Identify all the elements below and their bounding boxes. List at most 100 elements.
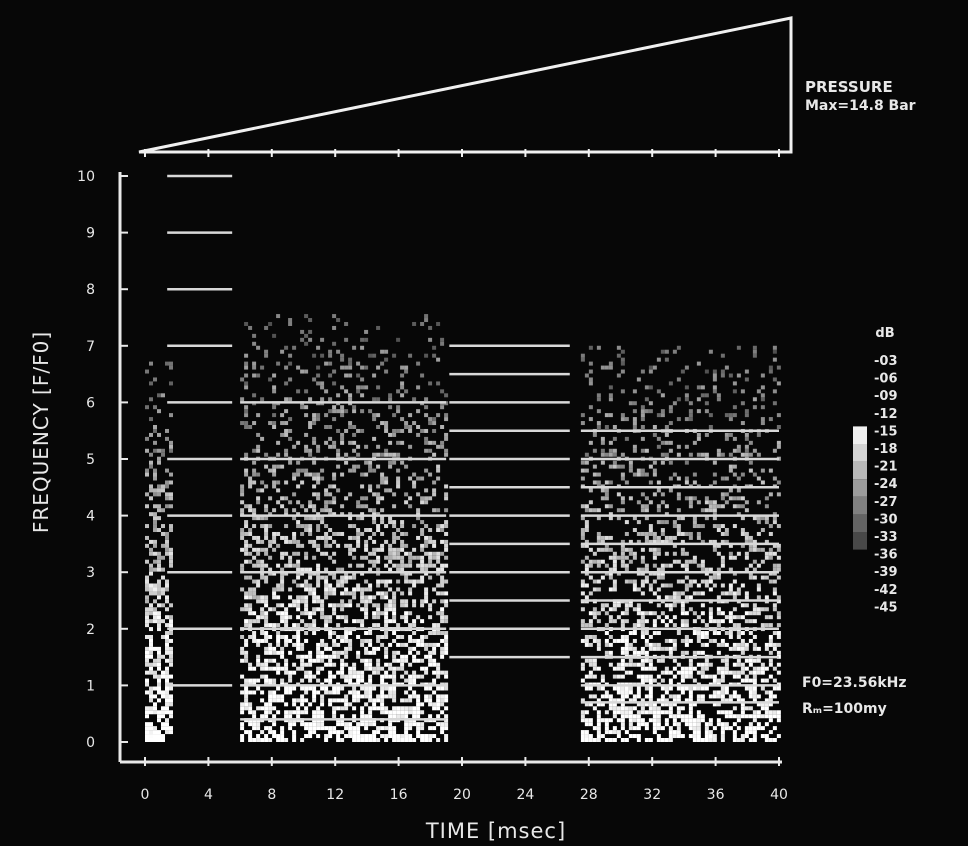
y-tick-label: 4 bbox=[86, 509, 95, 525]
heat-cell bbox=[640, 710, 645, 715]
heat-cell bbox=[284, 666, 289, 671]
heat-cell bbox=[712, 389, 717, 394]
heat-cell bbox=[620, 726, 625, 731]
heat-cell bbox=[161, 694, 165, 699]
heat-cell bbox=[420, 666, 425, 671]
heat-cell bbox=[276, 500, 281, 505]
heat-cell bbox=[296, 631, 301, 636]
heat-cell bbox=[744, 539, 749, 544]
heat-cell bbox=[252, 595, 257, 600]
heat-cell bbox=[640, 658, 645, 663]
heat-cell bbox=[145, 734, 149, 739]
heat-cell bbox=[368, 734, 373, 739]
heat-cell bbox=[604, 563, 609, 568]
heat-cell bbox=[688, 583, 693, 588]
heat-cell bbox=[165, 634, 169, 639]
y-tick-label: 2 bbox=[86, 622, 95, 638]
heat-cell bbox=[364, 702, 369, 707]
heat-cell bbox=[153, 440, 157, 445]
heat-cell bbox=[384, 686, 389, 691]
heat-cell bbox=[664, 702, 669, 707]
heat-cell bbox=[248, 634, 253, 639]
heat-cell bbox=[668, 734, 673, 739]
heat-cell bbox=[652, 619, 657, 624]
heat-cell bbox=[161, 508, 165, 513]
heat-cell bbox=[388, 734, 393, 739]
heat-cell bbox=[776, 718, 781, 723]
heat-cell bbox=[336, 722, 341, 727]
heat-cell bbox=[732, 674, 737, 679]
heat-cell bbox=[340, 385, 345, 390]
heat-cell bbox=[432, 421, 437, 426]
colorbar-level-label: -06 bbox=[874, 372, 898, 387]
heat-cell bbox=[656, 722, 661, 727]
heat-cell bbox=[648, 658, 653, 663]
heat-cell bbox=[316, 476, 321, 481]
heat-cell bbox=[244, 702, 249, 707]
heat-cell bbox=[149, 512, 153, 517]
heat-cell bbox=[157, 587, 161, 592]
heat-cell bbox=[344, 603, 349, 608]
heat-cell bbox=[260, 436, 265, 441]
heat-cell bbox=[400, 393, 405, 398]
heat-cell bbox=[260, 575, 265, 580]
heat-cell bbox=[428, 714, 433, 719]
heat-cell bbox=[376, 397, 381, 402]
heat-cell bbox=[316, 646, 321, 651]
heat-cell bbox=[149, 698, 153, 703]
heat-cell bbox=[752, 710, 757, 715]
heat-cell bbox=[360, 393, 365, 398]
heat-cell bbox=[360, 504, 365, 509]
heat-cell bbox=[340, 634, 345, 639]
heat-cell bbox=[648, 642, 653, 647]
heat-cell bbox=[372, 666, 377, 671]
heat-cell bbox=[604, 492, 609, 497]
heat-cell bbox=[632, 607, 637, 612]
heat-cell bbox=[672, 349, 677, 354]
heat-cell bbox=[388, 686, 393, 691]
heat-cell bbox=[584, 623, 589, 628]
heat-cell bbox=[376, 730, 381, 735]
heat-cell bbox=[304, 603, 309, 608]
heat-cell bbox=[412, 603, 417, 608]
heat-cell bbox=[376, 571, 381, 576]
heat-cell bbox=[752, 349, 757, 354]
heat-cell bbox=[604, 543, 609, 548]
heat-cell bbox=[384, 452, 389, 457]
heat-cell bbox=[428, 734, 433, 739]
heat-cell bbox=[608, 365, 613, 370]
heat-cell bbox=[268, 555, 273, 560]
heat-cell bbox=[169, 638, 173, 643]
heat-cell bbox=[436, 702, 441, 707]
heat-cell bbox=[388, 555, 393, 560]
heat-cell bbox=[169, 444, 173, 449]
heat-cell bbox=[161, 726, 165, 731]
heat-cell bbox=[580, 357, 585, 362]
heat-cell bbox=[648, 702, 653, 707]
heat-cell bbox=[145, 524, 149, 529]
heat-cell bbox=[392, 666, 397, 671]
heat-cell bbox=[404, 563, 409, 568]
heat-cell bbox=[244, 353, 249, 358]
heat-cell bbox=[756, 547, 761, 552]
heat-cell bbox=[420, 658, 425, 663]
heat-cell bbox=[372, 603, 377, 608]
heat-cell bbox=[240, 567, 245, 572]
heat-cell bbox=[772, 646, 777, 651]
heat-cell bbox=[396, 563, 401, 568]
heat-cell bbox=[680, 714, 685, 719]
heat-cell bbox=[624, 607, 629, 612]
heat-cell bbox=[408, 623, 413, 628]
heat-cell bbox=[716, 623, 721, 628]
heat-cell bbox=[165, 547, 169, 552]
heat-cell bbox=[169, 730, 173, 735]
heat-cell bbox=[612, 726, 617, 731]
heat-cell bbox=[264, 702, 269, 707]
heat-cell bbox=[384, 631, 389, 636]
heat-cell bbox=[672, 638, 677, 643]
heat-cell bbox=[424, 654, 429, 659]
heat-cell bbox=[248, 543, 253, 548]
heat-cell bbox=[636, 686, 641, 691]
heat-cell bbox=[640, 646, 645, 651]
heat-cell bbox=[161, 591, 165, 596]
